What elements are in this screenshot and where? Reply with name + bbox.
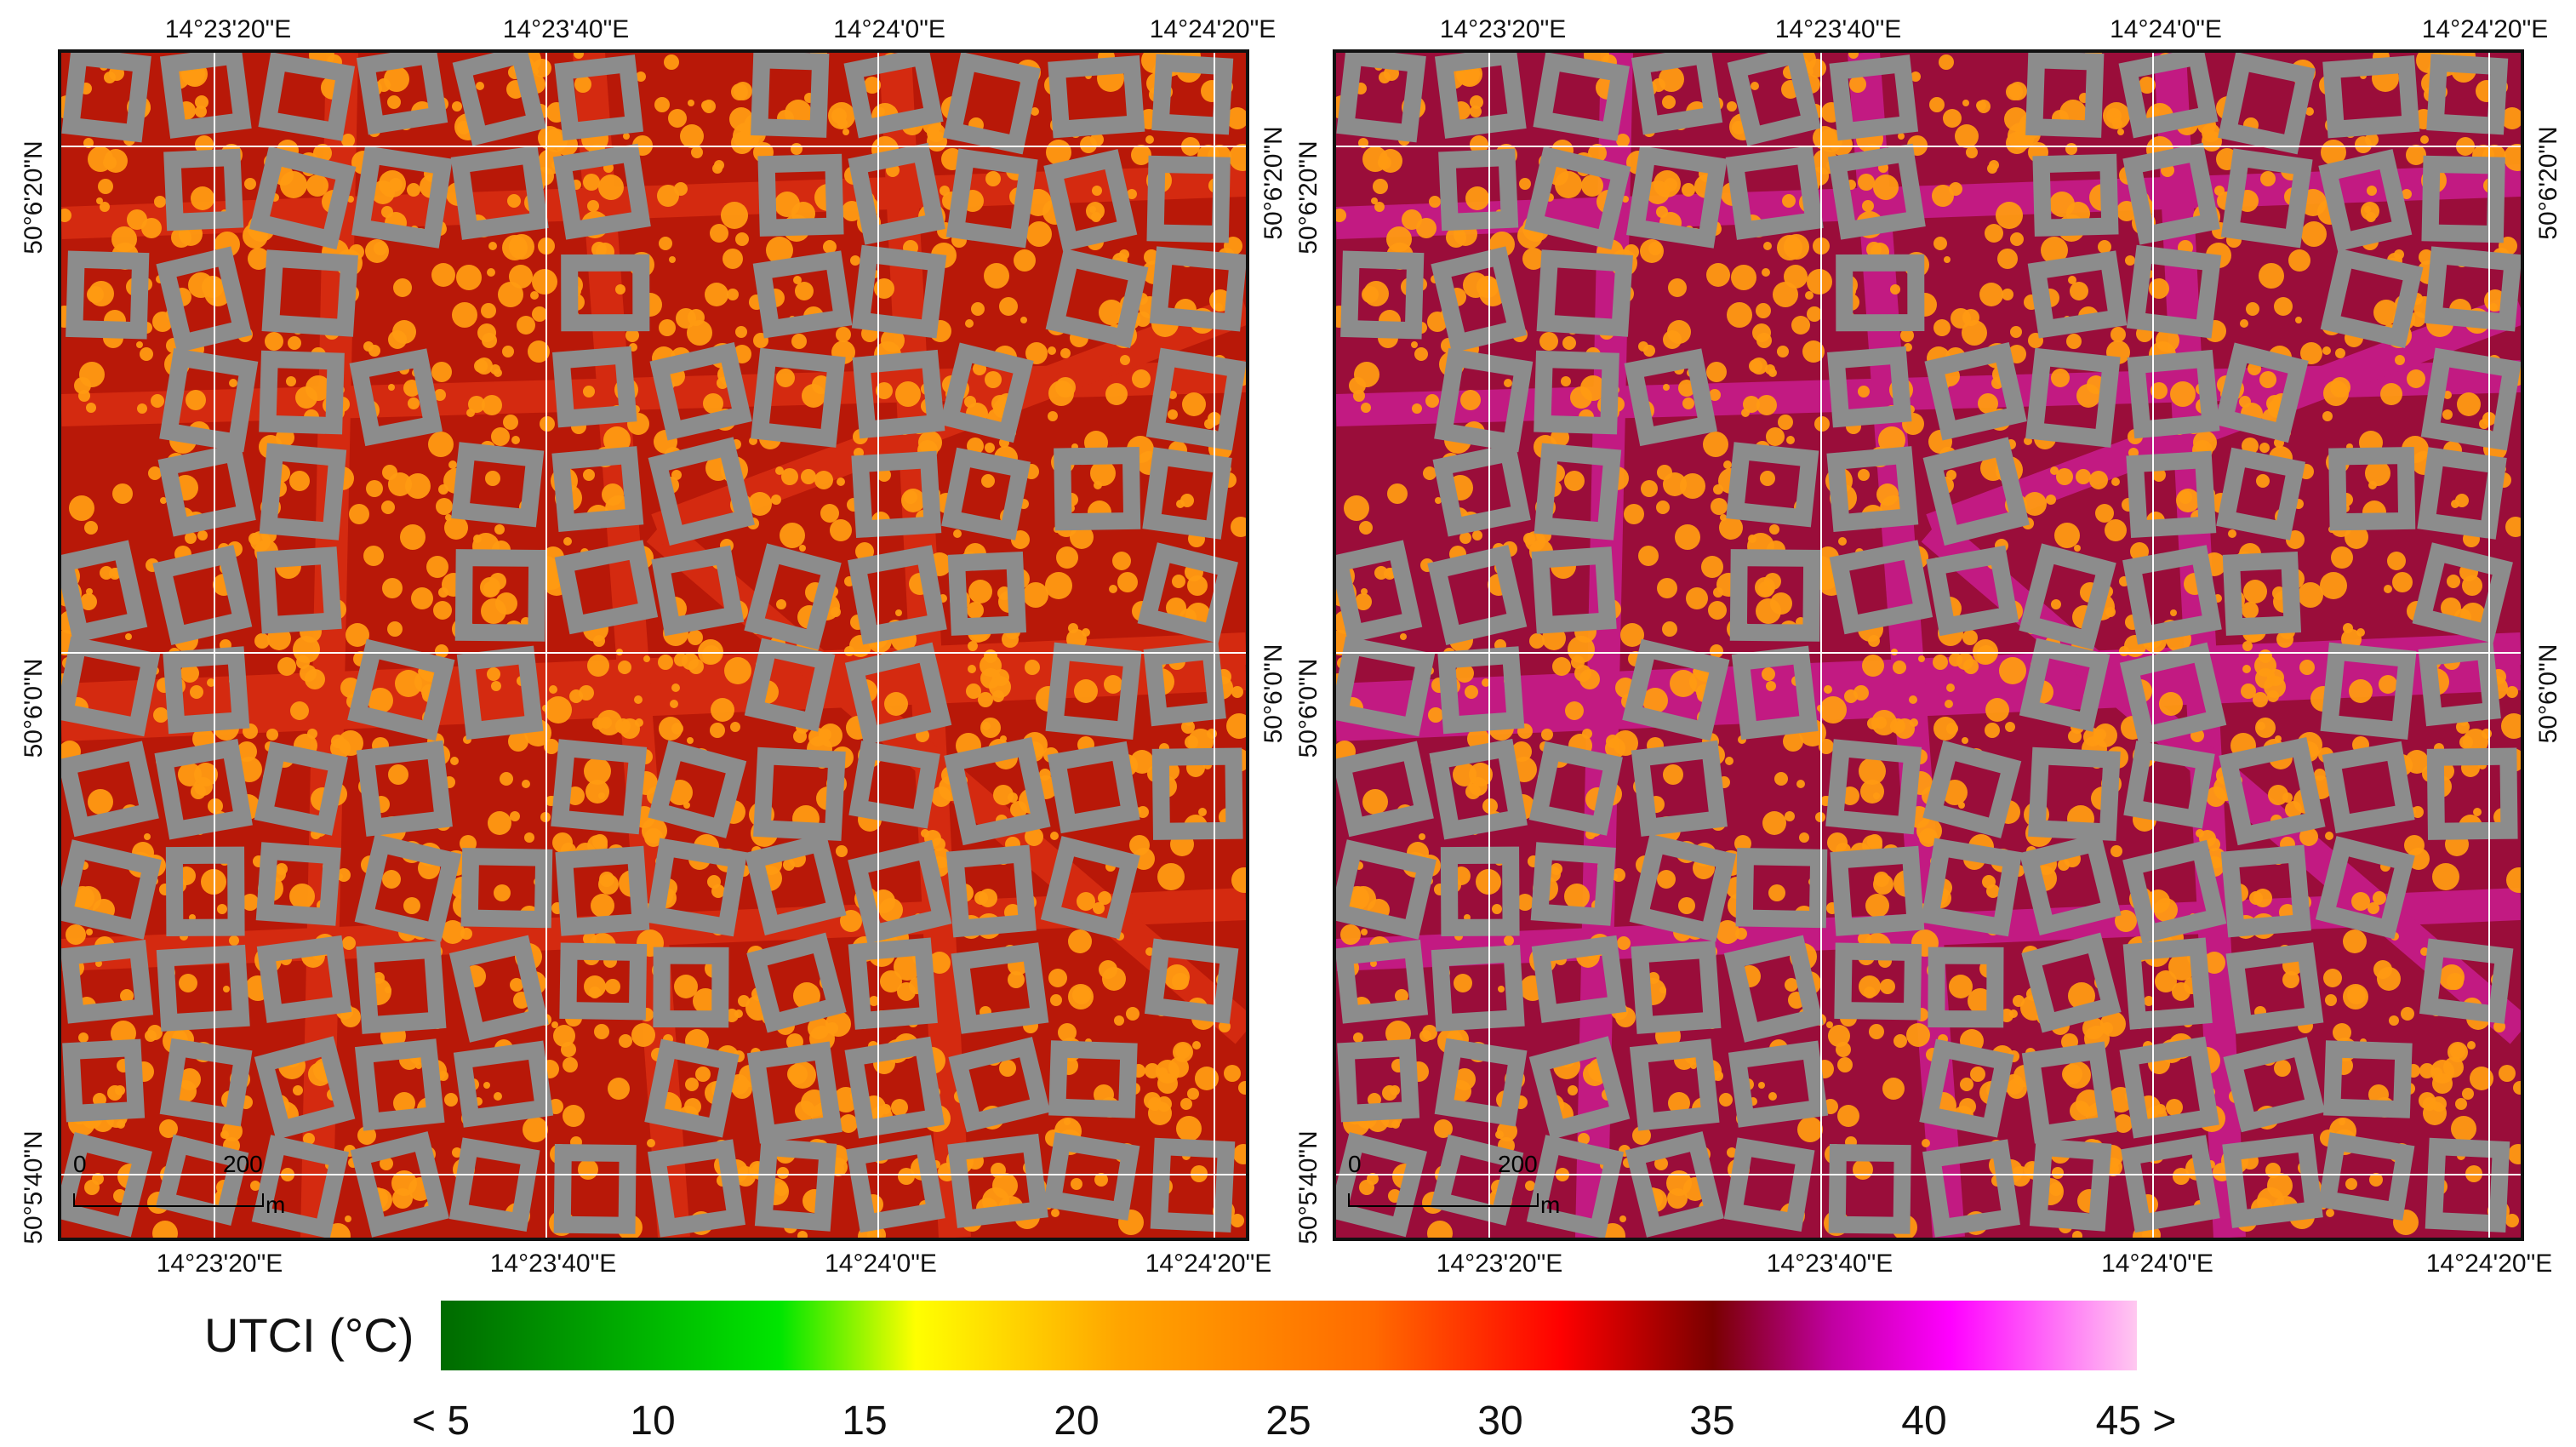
lon-label: 14°24'0"E bbox=[2101, 1250, 2213, 1278]
colorbar-tick-label: 10 bbox=[630, 1398, 676, 1444]
colorbar-tick-label: 45 > bbox=[2095, 1398, 2177, 1444]
lon-label: 14°23'20"E bbox=[156, 1250, 283, 1278]
lon-label: 14°24'20"E bbox=[1145, 1250, 1272, 1278]
scale-bar-unit-label: m bbox=[1540, 1192, 1561, 1218]
scale-bar-unit-label: m bbox=[266, 1192, 286, 1218]
colorbar-gradient bbox=[441, 1301, 2137, 1370]
left-map-canvas bbox=[61, 53, 1246, 1238]
right-map-canvas bbox=[1336, 53, 2521, 1238]
colorbar-tick-label: 20 bbox=[1054, 1398, 1100, 1444]
lat-label: 50°6'20"N bbox=[1259, 126, 1288, 240]
lon-label: 14°23'20"E bbox=[1439, 15, 1567, 43]
scale-bar-end-label: 200 bbox=[1498, 1151, 1538, 1177]
colorbar-title: UTCI (°C) bbox=[204, 1308, 414, 1362]
scale-bar bbox=[1348, 1193, 1539, 1207]
lon-label: 14°23'20"E bbox=[164, 15, 292, 43]
scale-bar-end-label: 200 bbox=[223, 1151, 263, 1177]
lat-label: 50°6'20"N bbox=[1294, 140, 1322, 255]
colorbar-tick-label: 30 bbox=[1477, 1398, 1523, 1444]
scale-bar-start-label: 0 bbox=[73, 1151, 87, 1177]
scale-bar bbox=[73, 1193, 264, 1207]
lon-label: 14°23'40"E bbox=[1774, 15, 1902, 43]
colorbar-tick-label: 40 bbox=[1901, 1398, 1947, 1444]
lat-label: 50°6'0"N bbox=[1294, 658, 1322, 758]
scale-bar-start-label: 0 bbox=[1348, 1151, 1362, 1177]
lon-label: 14°23'40"E bbox=[489, 1250, 617, 1278]
lat-label: 50°6'0"N bbox=[1259, 643, 1288, 744]
lat-label: 50°6'0"N bbox=[20, 658, 48, 758]
colorbar-tick-label: 35 bbox=[1689, 1398, 1735, 1444]
lon-label: 14°24'20"E bbox=[1149, 15, 1277, 43]
lon-label: 14°24'0"E bbox=[2110, 15, 2222, 43]
lat-label: 50°6'20"N bbox=[20, 140, 48, 255]
lon-label: 14°24'20"E bbox=[2421, 15, 2549, 43]
lon-label: 14°24'0"E bbox=[825, 1250, 937, 1278]
colorbar-tick-label: 15 bbox=[842, 1398, 888, 1444]
left-utci-map: 0 200 m bbox=[58, 49, 1249, 1241]
right-utci-map: 0 200 m bbox=[1333, 49, 2524, 1241]
lon-label: 14°24'0"E bbox=[833, 15, 945, 43]
lon-label: 14°23'40"E bbox=[1766, 1250, 1893, 1278]
lat-label: 50°6'20"N bbox=[2534, 126, 2562, 240]
lon-label: 14°24'20"E bbox=[2425, 1250, 2553, 1278]
colorbar-tick-label: < 5 bbox=[411, 1398, 471, 1444]
colorbar-tick-label: 25 bbox=[1265, 1398, 1311, 1444]
lat-label: 50°5'40"N bbox=[20, 1130, 48, 1244]
lat-label: 50°6'0"N bbox=[2534, 643, 2562, 744]
lon-label: 14°23'40"E bbox=[502, 15, 630, 43]
lon-label: 14°23'20"E bbox=[1436, 1250, 1563, 1278]
lat-label: 50°5'40"N bbox=[1294, 1130, 1322, 1244]
